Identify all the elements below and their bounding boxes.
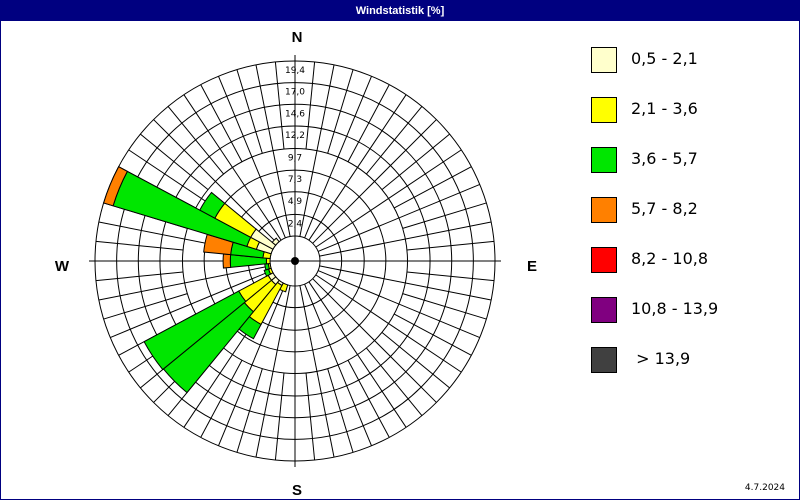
date-label: 4.7.2024 bbox=[744, 483, 785, 493]
wedge-segment bbox=[102, 166, 129, 207]
legend-swatch bbox=[591, 297, 617, 323]
ring-label: 9,7 bbox=[288, 154, 302, 164]
ring-label: 4,9 bbox=[288, 197, 303, 207]
legend-swatch bbox=[591, 97, 617, 123]
ring-label: 12,2 bbox=[285, 131, 305, 141]
ring-label: 17,0 bbox=[285, 88, 305, 98]
legend-label: 10,8 - 13,9 bbox=[631, 299, 719, 318]
ring-label: 19,4 bbox=[285, 66, 305, 76]
ring-label: 14,6 bbox=[285, 109, 305, 119]
legend-label: 3,6 - 5,7 bbox=[631, 149, 698, 168]
compass-w: W bbox=[55, 258, 70, 275]
ring-label: 2,4 bbox=[288, 219, 303, 229]
compass-n: N bbox=[292, 29, 303, 46]
legend-swatch bbox=[591, 147, 617, 173]
legend-swatch bbox=[591, 347, 617, 373]
legend-swatch bbox=[591, 47, 617, 73]
wedge-segment bbox=[264, 263, 270, 271]
wedge-segment bbox=[199, 191, 226, 219]
ring-label: 7,3 bbox=[288, 175, 302, 185]
legend-label: 0,5 - 2,1 bbox=[631, 49, 698, 68]
wedge-segment bbox=[143, 290, 247, 371]
polar-grid bbox=[89, 55, 501, 467]
legend-swatch bbox=[591, 247, 617, 273]
legend-label: 8,2 - 10,8 bbox=[631, 249, 709, 268]
legend-swatch bbox=[591, 197, 617, 223]
wedge-segment bbox=[222, 253, 232, 269]
legend-label: 2,1 - 3,6 bbox=[631, 99, 698, 118]
wedge-segment bbox=[263, 268, 272, 277]
legend-label: 5,7 - 8,2 bbox=[631, 199, 698, 218]
wedges bbox=[102, 166, 299, 394]
legend-label: > 13,9 bbox=[631, 349, 691, 368]
ring-labels: 2,4 4,9 7,3 9,7 12,2 14,6 17,0 19,4 bbox=[285, 66, 305, 229]
compass-s: S bbox=[292, 482, 302, 499]
wedge-segment bbox=[271, 237, 280, 246]
compass-e: E bbox=[527, 258, 537, 275]
window-title: Windstatistik [%] bbox=[1, 1, 799, 21]
center-dot bbox=[291, 257, 299, 265]
